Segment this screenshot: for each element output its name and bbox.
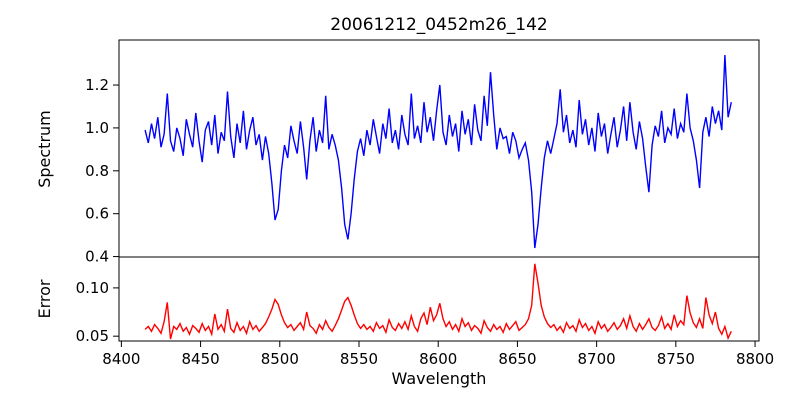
spectrum-y-tick-label: 1.2 xyxy=(85,76,109,94)
x-tick-label: 8400 xyxy=(102,350,140,368)
ticks-layer: 0.4 0.6 0.8 1.0 1.2 0.05 0.10 8400 8450 8500 8550 8… xyxy=(76,76,775,368)
spectrum-panel-frame xyxy=(118,39,760,258)
error-y-tick-label: 0.05 xyxy=(76,327,109,345)
x-tick-label: 8450 xyxy=(181,350,219,368)
data-lines-layer xyxy=(144,54,732,341)
x-tick-label: 8650 xyxy=(498,350,536,368)
spectrum-y-tick-label: 0.8 xyxy=(85,162,109,180)
x-tick-label: 8600 xyxy=(419,350,457,368)
x-tick-label: 8500 xyxy=(261,350,299,368)
x-tick-label: 8750 xyxy=(657,350,695,368)
error-y-tick-label: 0.10 xyxy=(76,279,109,297)
spectrum-y-tick-label: 0.4 xyxy=(85,248,109,266)
error-panel-frame xyxy=(118,256,760,342)
chart-title: 20061212_0452m26_142 xyxy=(330,15,547,35)
x-tick-label: 8800 xyxy=(736,350,774,368)
error-line xyxy=(144,263,732,341)
spectrum-y-axis-label: Spectrum xyxy=(35,110,54,188)
spectrum-y-tick-label: 0.6 xyxy=(85,205,109,223)
error-y-axis-label: Error xyxy=(35,279,54,318)
spectrum-line xyxy=(144,54,732,249)
x-axis-label: Wavelength xyxy=(392,369,487,388)
x-tick-label: 8700 xyxy=(578,350,616,368)
spectrum-y-tick-label: 1.0 xyxy=(85,119,109,137)
x-tick-label: 8550 xyxy=(340,350,378,368)
